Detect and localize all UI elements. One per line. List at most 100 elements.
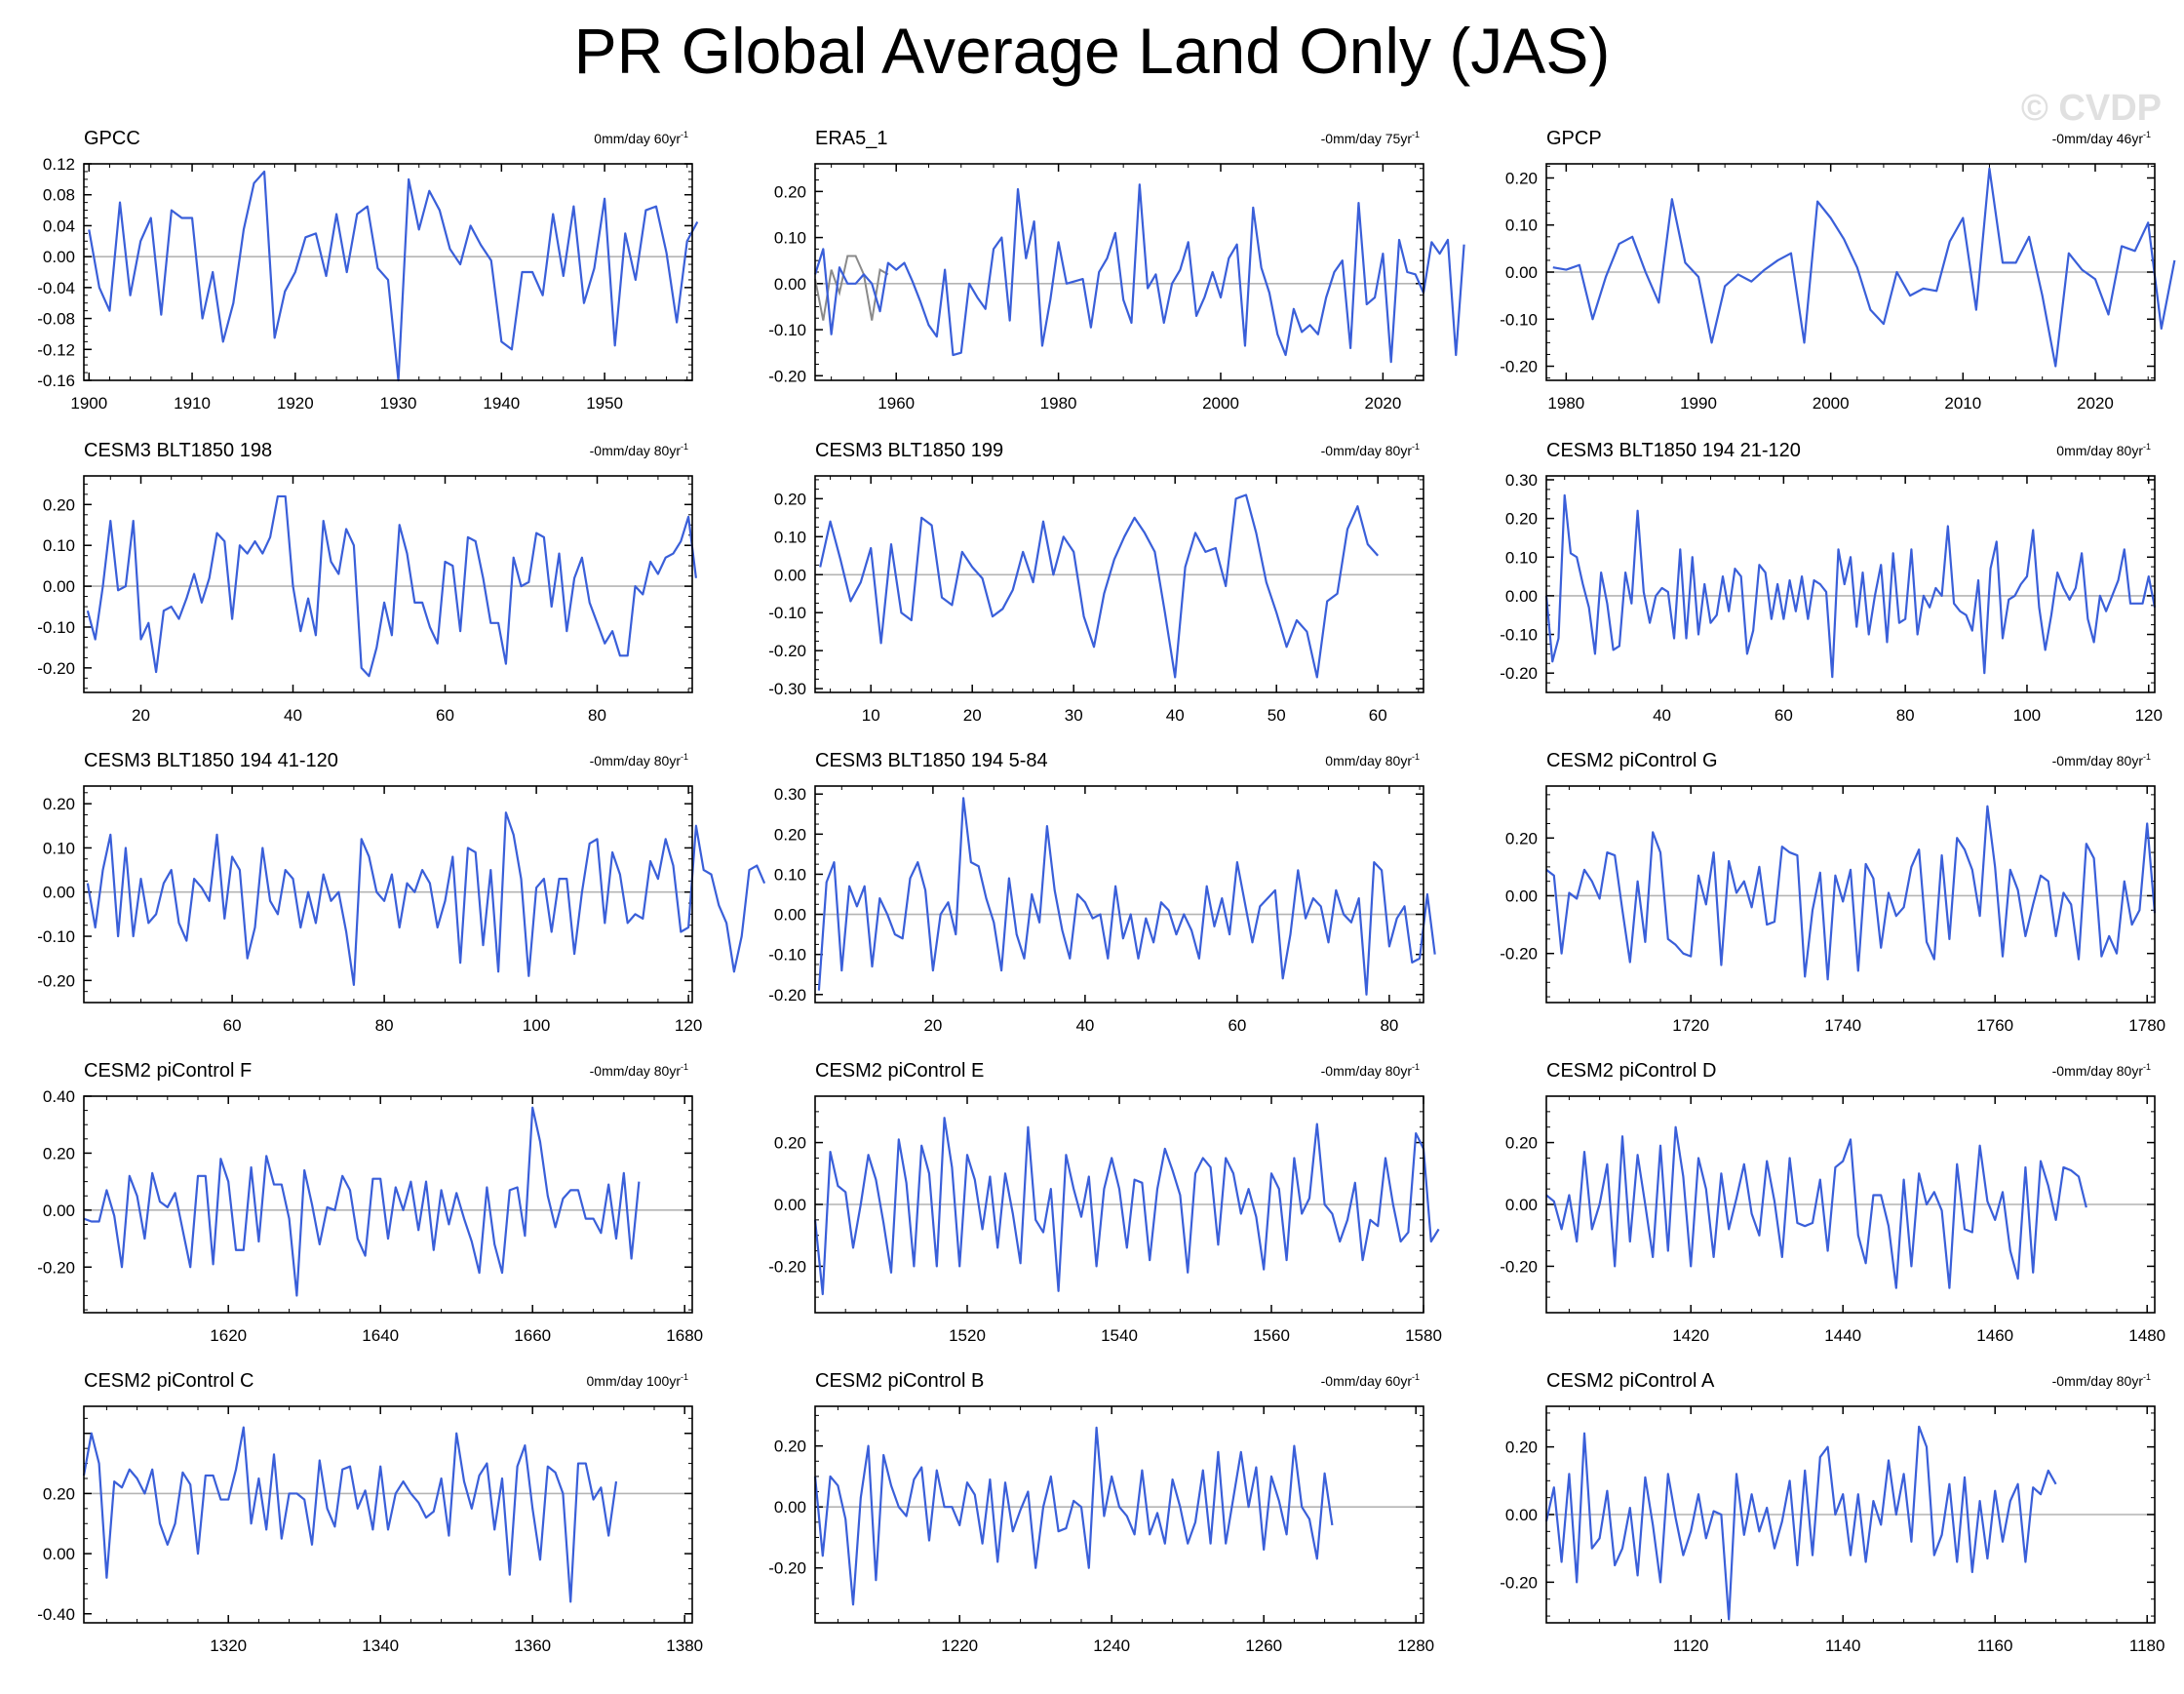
x-tick-label: 60 xyxy=(436,706,454,725)
y-tick-label: 0.20 xyxy=(1505,169,1538,187)
y-tick-label: -0.40 xyxy=(37,1605,75,1624)
x-tick-label: 60 xyxy=(1369,706,1387,725)
y-tick-label: 0.00 xyxy=(774,906,806,925)
y-tick-label: -0.20 xyxy=(1500,1257,1538,1276)
x-tick-label: 1640 xyxy=(362,1326,399,1345)
y-tick-label: 0.20 xyxy=(43,1484,75,1503)
y-tick-label: 0.00 xyxy=(1505,886,1538,905)
x-tick-label: 120 xyxy=(675,1016,702,1035)
x-tick-label: 1520 xyxy=(949,1326,986,1345)
y-tick-label: 0.00 xyxy=(1505,587,1538,606)
y-tick-label: 0.20 xyxy=(43,495,75,514)
chart-panel: CESM2 piControl E -0mm/day 80yr-1 -0.20 0.0… xyxy=(768,1060,1442,1345)
x-tick-label: 1240 xyxy=(1093,1636,1130,1655)
chart-panel: ERA5_1 -0mm/day 75yr-1 -0.20 -0.10 0.00 0.10 0… xyxy=(768,128,1465,413)
series-line xyxy=(817,797,1436,996)
chart-panel: CESM2 piControl F -0mm/day 80yr-1 -0.20 0.0… xyxy=(37,1060,703,1345)
x-tick-label: 1950 xyxy=(586,394,623,413)
y-tick-label: 0.20 xyxy=(774,825,806,844)
y-tick-label: 0.20 xyxy=(1505,1438,1538,1457)
y-tick-label: 0.00 xyxy=(43,577,75,596)
y-tick-label: 0.00 xyxy=(774,1498,806,1517)
y-tick-label: 0.12 xyxy=(43,155,75,174)
y-tick-label: -0.20 xyxy=(37,659,75,678)
trend-annotation: -0mm/day 46yr-1 xyxy=(2052,130,2151,146)
y-tick-label: 0.00 xyxy=(43,248,75,266)
x-tick-label: 100 xyxy=(2013,706,2041,725)
x-tick-label: 1220 xyxy=(941,1636,978,1655)
series-line xyxy=(1545,805,2157,981)
y-tick-label: -0.20 xyxy=(768,642,806,660)
y-tick-label: 0.00 xyxy=(1505,1196,1538,1214)
y-tick-label: -0.12 xyxy=(37,340,75,359)
y-tick-label: 0.10 xyxy=(774,528,806,546)
trend-annotation: 0mm/day 100yr-1 xyxy=(587,1372,689,1389)
y-tick-label: -0.20 xyxy=(768,367,806,385)
x-tick-label: 1580 xyxy=(1405,1326,1442,1345)
x-tick-label: 1990 xyxy=(1680,394,1717,413)
y-tick-label: -0.20 xyxy=(768,1257,806,1276)
panel-title: CESM3 BLT1850 194 21-120 xyxy=(1546,440,1801,461)
x-tick-label: 80 xyxy=(588,706,606,725)
y-tick-label: 0.10 xyxy=(774,865,806,884)
x-tick-label: 1320 xyxy=(210,1636,247,1655)
y-tick-label: -0.04 xyxy=(37,279,75,297)
series-line xyxy=(1544,493,2157,679)
x-tick-label: 1460 xyxy=(1976,1326,2013,1345)
x-tick-label: 1620 xyxy=(210,1326,247,1345)
y-tick-label: 0.00 xyxy=(1505,1506,1538,1524)
y-tick-label: 0.40 xyxy=(43,1087,75,1106)
panel-title: CESM3 BLT1850 199 xyxy=(815,440,1003,461)
x-tick-label: 2020 xyxy=(2077,394,2114,413)
y-tick-label: -0.20 xyxy=(768,986,806,1005)
panel-title: ERA5_1 xyxy=(815,128,888,149)
series-line xyxy=(1544,1425,2057,1621)
y-tick-label: 0.00 xyxy=(43,1545,75,1563)
chart-panel: CESM3 BLT1850 194 41-120 -0mm/day 80yr-1 -… xyxy=(37,750,766,1035)
trend-annotation: -0mm/day 80yr-1 xyxy=(590,442,688,458)
x-tick-label: 60 xyxy=(1228,1016,1246,1035)
y-tick-label: 0.10 xyxy=(43,839,75,857)
x-tick-label: 20 xyxy=(963,706,982,725)
chart-panel: CESM3 BLT1850 194 21-120 0mm/day 80yr-1 -0… xyxy=(1500,440,2163,725)
x-tick-label: 40 xyxy=(284,706,302,725)
y-tick-label: -0.10 xyxy=(1500,626,1538,645)
plot-frame xyxy=(83,475,693,693)
y-tick-label: -0.30 xyxy=(768,680,806,698)
y-tick-label: 0.00 xyxy=(774,1196,806,1214)
chart-panel: CESM3 BLT1850 194 5-84 0mm/day 80yr-1 -0.2… xyxy=(768,750,1436,1035)
x-tick-label: 1440 xyxy=(1824,1326,1861,1345)
x-tick-label: 60 xyxy=(1774,706,1793,725)
x-tick-label: 80 xyxy=(375,1016,394,1035)
x-tick-label: 1780 xyxy=(2128,1016,2165,1035)
trend-annotation: -0mm/day 80yr-1 xyxy=(2052,1062,2151,1079)
y-tick-label: 0.10 xyxy=(774,229,806,248)
panel-title: CESM2 piControl A xyxy=(1546,1370,1715,1392)
plot-frame xyxy=(83,1095,693,1314)
y-tick-label: -0.20 xyxy=(1500,358,1538,376)
x-tick-label: 2000 xyxy=(1813,394,1850,413)
y-tick-label: -0.10 xyxy=(768,946,806,965)
series-line xyxy=(813,1426,1334,1606)
y-tick-label: -0.20 xyxy=(1500,664,1538,683)
y-tick-label: 0.00 xyxy=(774,275,806,294)
chart-panel: GPCP -0mm/day 46yr-1 -0.20 -0.10 0.00 0.10 0.2… xyxy=(1500,128,2176,413)
x-tick-label: 1420 xyxy=(1672,1326,1709,1345)
x-tick-label: 1380 xyxy=(666,1636,703,1655)
series-line xyxy=(819,493,1380,679)
x-tick-label: 1140 xyxy=(1825,1636,1861,1655)
plot-frame xyxy=(1545,785,2156,1004)
y-tick-label: 0.04 xyxy=(43,217,75,235)
x-tick-label: 20 xyxy=(132,706,150,725)
x-tick-label: 40 xyxy=(1653,706,1671,725)
x-tick-label: 1920 xyxy=(277,394,314,413)
x-tick-label: 1740 xyxy=(1824,1016,1861,1035)
y-tick-label: 0.30 xyxy=(774,785,806,804)
y-tick-label: 0.10 xyxy=(1505,217,1538,235)
series-line xyxy=(82,1426,618,1603)
series-line xyxy=(1552,167,2176,368)
x-tick-label: 50 xyxy=(1268,706,1286,725)
plot-frame xyxy=(83,163,693,381)
panel-title: GPCC xyxy=(84,128,140,149)
x-tick-label: 1160 xyxy=(1977,1636,2013,1655)
